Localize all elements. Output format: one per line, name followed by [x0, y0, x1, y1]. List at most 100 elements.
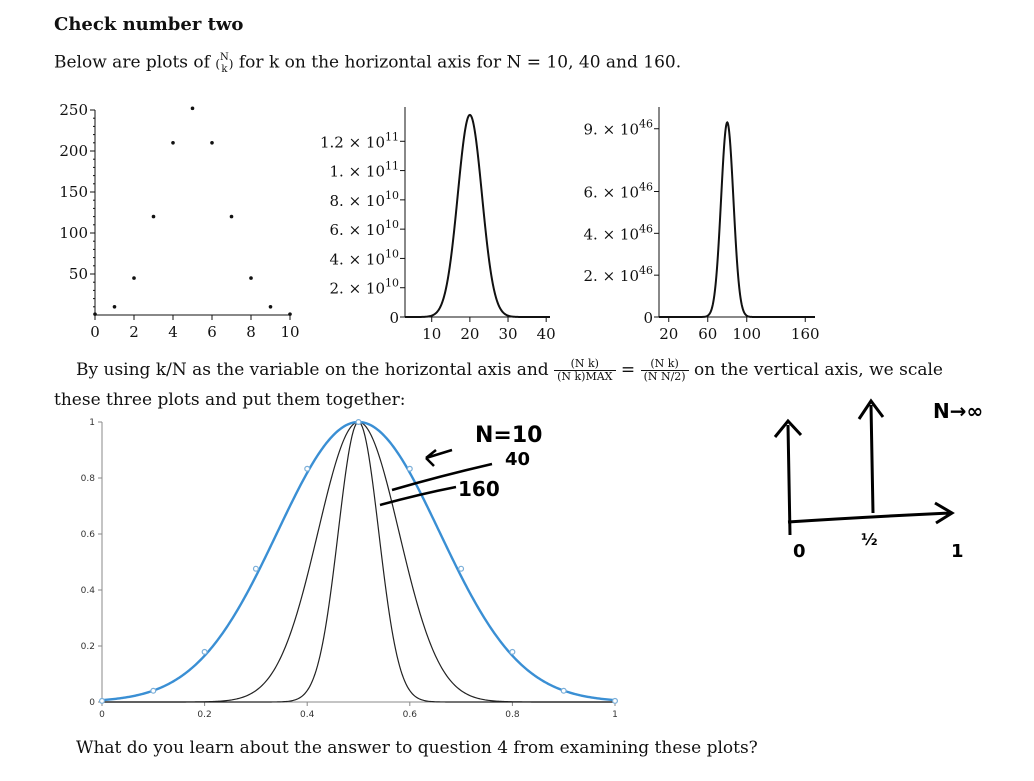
pointer-line-160	[379, 485, 457, 507]
x-tick-label: 0.2	[197, 710, 211, 720]
binom-bottom: k	[221, 64, 228, 75]
label-n160: 160	[458, 477, 500, 501]
data-point	[99, 697, 106, 704]
y-tick-label: 0	[389, 309, 399, 327]
data-point	[229, 214, 234, 219]
y-tick-label: 1.2 × 1011	[320, 130, 399, 151]
combined-chart: 0 0.2 0.4 0.6 0.8 1 0 0.2 0.4 0.6 0.8 1	[81, 418, 618, 720]
y-tick-label: 6. × 1010	[329, 218, 399, 239]
y-tick-label: 1	[89, 418, 95, 428]
data-point	[458, 565, 465, 572]
label-one: 1	[951, 541, 964, 562]
ratio-fraction-1: (N k) (N k)MAX	[554, 358, 616, 383]
data-point	[132, 276, 136, 280]
chart-n160: 0 2. × 1046 4. × 1046 6. × 1046 9. × 1046 20 6…	[583, 107, 820, 343]
y-tick-label: 0.8	[81, 474, 96, 484]
intro-post: for k on the horizontal axis for N = 10,…	[238, 52, 682, 73]
intro-pre: Below are plots of	[54, 52, 210, 73]
y-tick-label: 0	[643, 309, 653, 327]
data-point	[560, 687, 567, 694]
y-tick-label: 0.4	[81, 586, 96, 596]
x-tick-label: 2	[129, 323, 139, 341]
spike-arrow-icon	[857, 398, 885, 514]
y-tick-label: 50	[69, 265, 88, 283]
data-point	[355, 418, 362, 426]
x-tick-label: 30	[498, 325, 517, 343]
data-point	[201, 648, 208, 655]
scale-text-line2: these three plots and put them together:	[54, 390, 406, 410]
question-text: What do you learn about the answer to qu…	[76, 738, 758, 758]
y-tick-label: 4. × 1046	[583, 222, 653, 243]
y-tick-label: 100	[59, 224, 88, 242]
x-tick-label: 0	[99, 710, 105, 720]
chart-n10: 50 100 150 200 250 0 2 4 6 8 10	[59, 101, 299, 341]
x-tick-label: 10	[422, 325, 441, 343]
y-tick-label: 150	[59, 183, 88, 201]
x-tick-label: 0.4	[300, 710, 315, 720]
y-tick-label: 250	[59, 101, 88, 119]
equals-sign: =	[620, 360, 636, 380]
data-point	[611, 697, 618, 704]
y-tick-label: 4. × 1010	[329, 247, 399, 268]
data-point	[406, 465, 413, 472]
x-tick-label: 4	[168, 323, 178, 341]
data-point	[150, 687, 157, 694]
y-tick-label: 0	[89, 698, 95, 708]
y-tick-label: 1. × 1011	[329, 160, 399, 181]
y-tick-label: 9. × 1046	[583, 118, 653, 139]
x-tick-label: 8	[246, 323, 256, 341]
x-tick-label: 160	[791, 325, 820, 343]
y-tick-label: 8. × 1010	[329, 189, 399, 210]
x-tick-label: 60	[698, 325, 717, 343]
label-n-infinity: N→∞	[933, 399, 983, 423]
x-tick-label: 100	[732, 325, 761, 343]
data-point	[249, 276, 253, 280]
y-tick-label: 6. × 1046	[583, 180, 653, 201]
scale-text: By using k/N as the variable on the hori…	[76, 358, 943, 383]
scale-post: on the vertical axis, we scale	[694, 360, 943, 380]
data-point	[151, 214, 156, 219]
data-point	[112, 305, 117, 309]
y-tick-label: 0.2	[81, 642, 95, 652]
x-tick-label: 0	[90, 323, 100, 341]
arrow-icon	[425, 448, 453, 467]
data-point	[288, 312, 292, 316]
data-point	[171, 141, 175, 145]
chart-n40: 0 2. × 1010 4. × 1010 6. × 1010 8. × 1010 1. …	[320, 107, 555, 343]
data-point	[190, 106, 195, 111]
data-point	[509, 648, 516, 655]
data-point	[252, 565, 259, 572]
distribution-curve	[659, 121, 815, 318]
y-tick-label: 2. × 1010	[329, 277, 399, 298]
x-tick-label: 6	[207, 323, 217, 341]
x-tick-label: 0.6	[403, 710, 418, 720]
scale-pre: By using k/N as the variable on the hori…	[76, 360, 549, 380]
section-title: Check number two	[54, 14, 244, 35]
handwritten-sketch: N→∞ 0 ½ 1	[773, 398, 983, 562]
distribution-curve	[405, 113, 550, 318]
pointer-line-40	[391, 462, 493, 492]
data-point	[304, 465, 311, 472]
label-zero: 0	[793, 541, 806, 562]
y-tick-label: 200	[59, 142, 88, 160]
y-tick-label: 2. × 1046	[583, 264, 653, 285]
x-tick-label: 20	[460, 325, 479, 343]
ratio-fraction-2: (N k) (N N/2)	[640, 358, 689, 383]
y-tick-label: 0.6	[81, 530, 96, 540]
x-tick-label: 10	[280, 323, 299, 341]
x-tick-label: 1	[612, 710, 618, 720]
label-half: ½	[861, 530, 878, 549]
label-n10: N=10	[475, 423, 542, 448]
horizontal-axis-arrow-icon	[787, 501, 955, 525]
data-point	[93, 312, 97, 316]
data-point	[268, 305, 273, 309]
binom-top: N	[220, 52, 229, 63]
data-point	[210, 141, 214, 145]
x-tick-label: 0.8	[505, 710, 520, 720]
x-tick-label: 20	[659, 325, 678, 343]
handwritten-labels: N=10 40 160	[379, 423, 542, 507]
vertical-axis-arrow-icon	[773, 418, 803, 536]
x-tick-label: 40	[537, 325, 555, 343]
